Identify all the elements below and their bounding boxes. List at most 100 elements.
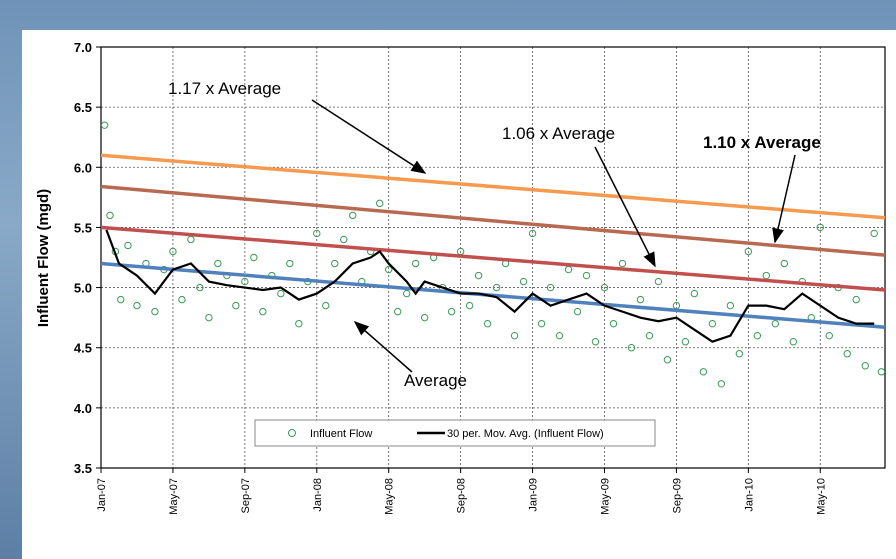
point <box>825 331 833 340</box>
point <box>241 277 249 286</box>
point <box>205 313 213 322</box>
point <box>663 356 672 364</box>
x-tick-label: May-08 <box>384 478 396 515</box>
point <box>349 211 357 220</box>
point <box>232 301 240 310</box>
y-tick-label: 6.5 <box>74 100 92 115</box>
point <box>681 338 690 346</box>
point <box>402 289 411 298</box>
point <box>474 271 483 280</box>
point <box>636 295 645 304</box>
point <box>726 301 735 310</box>
point <box>492 283 501 292</box>
point <box>295 319 303 328</box>
trend-line <box>100 153 886 220</box>
point <box>555 331 564 340</box>
point <box>259 307 267 316</box>
moving-average-line <box>105 229 875 343</box>
point <box>411 259 420 268</box>
point <box>690 289 699 298</box>
legend-label: Influent Flow <box>310 428 372 440</box>
annotation: 1.10 x Average <box>703 133 821 152</box>
point <box>196 283 204 292</box>
x-tick-label: May-07 <box>168 478 180 515</box>
x-tick-label: Sep-08 <box>456 478 468 513</box>
point <box>133 301 141 310</box>
point <box>340 235 348 244</box>
point <box>250 253 258 262</box>
point <box>519 277 528 286</box>
point <box>124 241 132 250</box>
point <box>277 289 285 298</box>
point <box>708 319 717 328</box>
point <box>106 211 114 220</box>
point <box>717 380 726 388</box>
point <box>573 307 582 316</box>
plot-frame <box>100 46 886 469</box>
x-tick-label: May-10 <box>815 478 827 515</box>
point <box>600 283 609 292</box>
annotation: 1.06 x Average <box>502 124 615 143</box>
point <box>465 301 474 310</box>
arrow <box>772 154 796 244</box>
point <box>447 307 456 316</box>
annotation: 1.17 x Average <box>168 79 281 98</box>
point <box>762 271 771 280</box>
legend-label: 30 per. Mov. Avg. (Influent Flow) <box>447 428 604 440</box>
arrow <box>311 99 427 174</box>
point <box>816 223 824 232</box>
point <box>510 331 519 340</box>
point <box>169 247 177 256</box>
point <box>286 259 294 268</box>
legend: Influent Flow 30 per. Mov. Avg. (Influen… <box>254 419 656 447</box>
point <box>618 259 627 268</box>
y-tick-label: 4.0 <box>74 401 92 416</box>
annotations: 1.17 x Average 1.06 x Average 1.10 x Ave… <box>168 79 821 390</box>
point <box>331 259 339 268</box>
point <box>699 368 708 376</box>
point <box>780 259 789 268</box>
point <box>654 277 663 286</box>
point <box>877 368 886 376</box>
y-tick-label: 5.0 <box>74 281 92 296</box>
point <box>861 362 869 370</box>
point <box>645 331 654 340</box>
point <box>843 350 851 358</box>
annotation: Average <box>404 371 467 390</box>
y-tick-label: 4.5 <box>74 341 92 356</box>
x-tick-label: Jan-09 <box>528 478 540 512</box>
point <box>627 344 636 352</box>
point <box>214 259 222 268</box>
point <box>852 295 860 304</box>
point <box>376 199 384 208</box>
point <box>322 301 330 310</box>
y-axis-label: Influent Flow (mgd) <box>35 189 52 327</box>
point <box>528 229 537 238</box>
y-tick-label: 5.5 <box>74 220 92 235</box>
point <box>385 265 393 274</box>
x-tick-label: Jan-08 <box>312 478 324 512</box>
arrow <box>594 146 656 268</box>
point <box>151 307 159 316</box>
point <box>483 319 492 328</box>
point <box>546 283 555 292</box>
point <box>609 319 618 328</box>
y-tick-label: 6.0 <box>74 160 92 175</box>
plot-area: 3.5 4.0 4.5 5.0 5.5 6.0 6.5 7.0 Jan-07 May-07 Sep-… <box>74 40 886 515</box>
point <box>117 295 125 304</box>
x-tick-label: Jan-10 <box>743 478 755 512</box>
point <box>789 338 797 346</box>
point <box>753 331 762 340</box>
point <box>744 247 753 256</box>
y-tick-label: 7.0 <box>74 40 92 55</box>
point <box>393 307 402 316</box>
y-tick-label: 3.5 <box>74 461 92 476</box>
x-tick-label: Sep-07 <box>240 478 252 513</box>
trend-line <box>100 225 886 292</box>
point <box>735 350 744 358</box>
x-tick-label: May-09 <box>599 478 611 515</box>
trend-line <box>100 184 886 257</box>
legend-box <box>254 419 656 447</box>
point <box>313 229 321 238</box>
